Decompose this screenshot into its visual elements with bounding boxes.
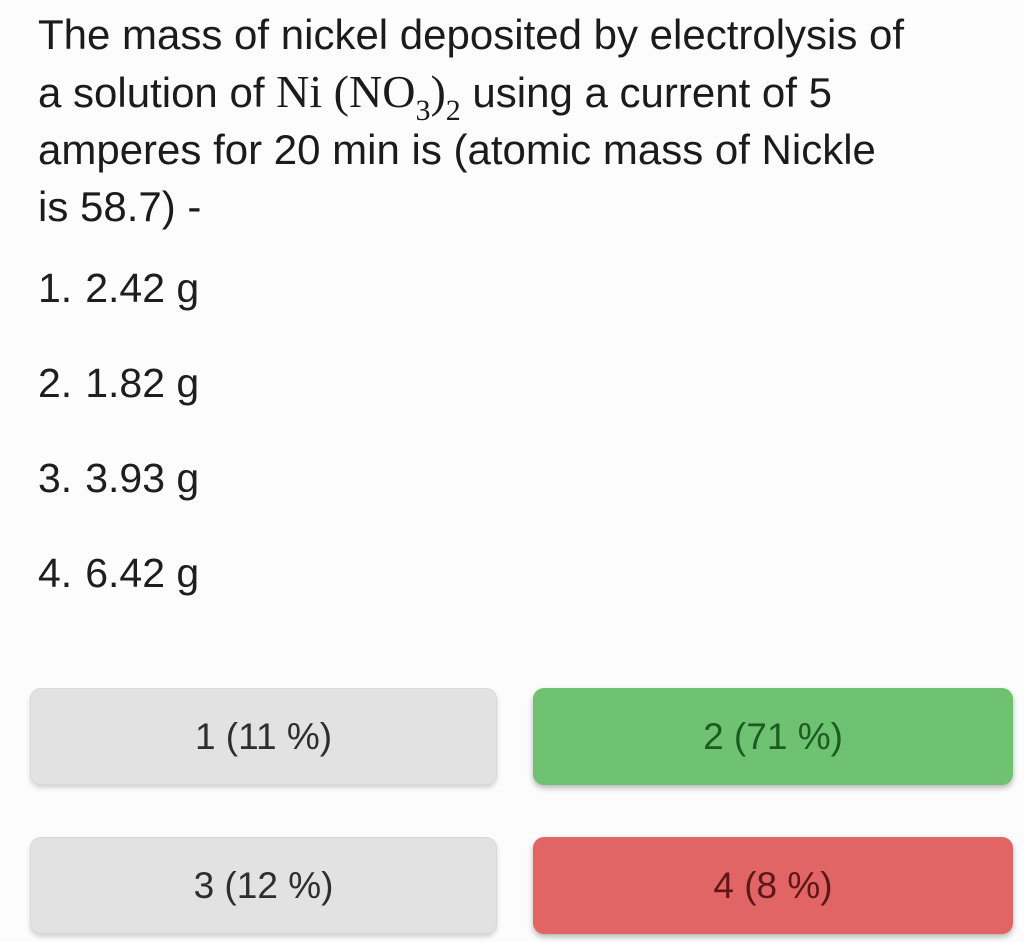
question-line-2-prefix: a solution of xyxy=(38,69,277,116)
option-4-value: 6.42 g xyxy=(85,550,200,596)
option-4: 4. 6.42 g xyxy=(38,552,1024,594)
answer-button-1[interactable]: 1 (11 %) xyxy=(30,688,497,785)
formula-subscript-2: 2 xyxy=(445,94,461,127)
option-2-number: 2. xyxy=(38,360,73,406)
question-line-2: a solution of Ni (NO3)2 using a current … xyxy=(38,63,1008,126)
formula-close-paren: ) xyxy=(430,66,446,117)
option-1-number: 1. xyxy=(38,265,73,311)
answer-poll-results: 1 (11 %) 2 (71 %) 3 (12 %) 4 (8 %) xyxy=(30,688,1024,934)
chemical-formula: Ni (NO3)2 xyxy=(276,66,461,126)
option-4-number: 4. xyxy=(38,550,73,596)
option-2: 2. 1.82 g xyxy=(38,362,1024,404)
formula-main: Ni (NO xyxy=(276,66,416,117)
question-line-2-suffix: using a current of 5 xyxy=(460,69,832,116)
question-line-3: amperes for 20 min is (atomic mass of Ni… xyxy=(38,126,876,173)
option-3-number: 3. xyxy=(38,455,73,501)
question-text: The mass of nickel deposited by electrol… xyxy=(38,6,1008,235)
answer-button-3[interactable]: 3 (12 %) xyxy=(30,837,497,934)
option-3-value: 3.93 g xyxy=(85,455,200,501)
answer-button-2-correct[interactable]: 2 (71 %) xyxy=(533,688,1013,785)
formula-subscript-3: 3 xyxy=(415,94,431,127)
answer-button-4-incorrect[interactable]: 4 (8 %) xyxy=(533,837,1013,934)
option-1: 1. 2.42 g xyxy=(38,267,1024,309)
question-line-1: The mass of nickel deposited by electrol… xyxy=(38,11,905,58)
option-2-value: 1.82 g xyxy=(85,360,200,406)
option-3: 3. 3.93 g xyxy=(38,457,1024,499)
options-list: 1. 2.42 g 2. 1.82 g 3. 3.93 g 4. 6.42 g xyxy=(38,267,1024,594)
option-1-value: 2.42 g xyxy=(85,265,200,311)
question-line-4: is 58.7) - xyxy=(38,183,202,230)
